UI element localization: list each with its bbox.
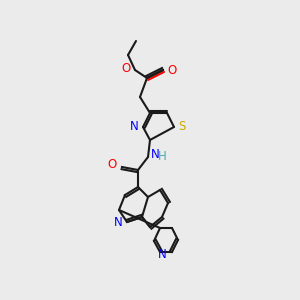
Text: N: N bbox=[151, 148, 159, 161]
Text: N: N bbox=[114, 217, 123, 230]
Text: O: O bbox=[167, 64, 176, 76]
Text: O: O bbox=[122, 62, 131, 76]
Text: S: S bbox=[178, 119, 185, 133]
Text: N: N bbox=[158, 248, 166, 260]
Text: N: N bbox=[130, 119, 139, 133]
Text: H: H bbox=[158, 149, 166, 163]
Text: O: O bbox=[108, 158, 117, 172]
